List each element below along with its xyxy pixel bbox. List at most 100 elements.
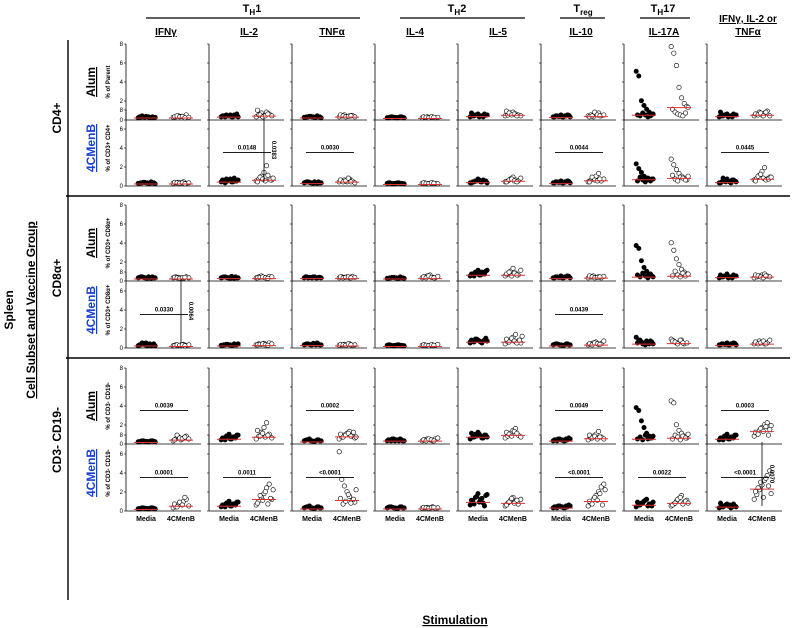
data-point-media [318,342,324,348]
significance-annotation: 0.0001 [140,471,188,478]
significance-annotation: 0.0070 [761,442,774,506]
x-tick-label: 4CMenB [416,516,444,523]
data-point-4cmenb [514,430,520,436]
data-point-4cmenb [685,271,691,277]
data-point-4cmenb [673,422,679,428]
panel: 0 2 4 6 8 [120,108,201,190]
significance-annotation: 0.0330 [140,308,188,315]
group-sub: H [454,8,460,17]
p-value-label: 0.0330 [155,308,174,314]
data-point-media [401,181,407,187]
significance-annotation: 0.0003 [721,404,769,411]
data-point-media [636,73,642,79]
panel [705,271,782,349]
panel [539,109,616,187]
y-tick-label: 2 [120,260,124,266]
panel [705,109,782,187]
significance-annotation: 0.0002 [306,404,354,411]
p-value-label: 0.0445 [736,146,755,152]
y-tick-label: 0 [120,442,124,448]
significance-annotation: <0.0001 [306,471,354,478]
data-point-4cmenb [676,84,682,90]
data-point-4cmenb [343,498,349,504]
panel [207,271,284,349]
data-point-media [318,180,324,186]
data-point-4cmenb [509,433,515,439]
significance-annotation: 0.0039 [140,404,188,411]
data-point-4cmenb [755,431,761,437]
data-point-4cmenb [768,491,774,497]
y-axis-label: % of CD3+ CD8α+ [106,284,112,335]
significance-annotation: 0.0011 [223,471,271,478]
panel [622,43,699,121]
y-tick-label: 8 [120,270,124,276]
data-point-4cmenb [672,268,678,274]
y-tick-label: 4 [120,80,124,86]
data-point-4cmenb [596,428,602,434]
data-point-4cmenb [265,432,271,438]
panel [456,43,533,121]
y-tick-label: 0 [120,509,124,515]
significance-annotation: 0.0383 [263,118,276,182]
data-point-4cmenb [751,496,757,502]
data-point-4cmenb [597,491,603,497]
x-tick-label: 4CMenB [499,516,527,523]
data-point-4cmenb [506,269,512,275]
subset-label: CD8α+ [50,259,64,297]
significance-annotation: <0.0001 [721,471,769,478]
data-point-4cmenb [270,175,276,181]
group-sub: reg [580,8,593,17]
panel: Media 4CMenB [456,434,533,523]
data-point-4cmenb [671,50,677,56]
y-tick-label: 6 [120,127,124,133]
y-axis-label: % of CD3+ CD8α+ [106,217,112,268]
data-point-media [720,175,726,181]
data-point-4cmenb [518,267,524,273]
group-label-th2: TH2 [448,3,467,17]
data-point-media [642,432,648,438]
data-point-4cmenb [514,497,520,503]
data-point-4cmenb [431,275,437,281]
data-point-4cmenb [518,175,524,181]
data-point-4cmenb [763,109,769,115]
panel [622,367,699,445]
data-point-media [636,166,642,172]
data-point-media [733,179,739,185]
data-point-4cmenb [260,497,266,503]
y-tick-label: 8 [120,433,124,439]
data-point-4cmenb [182,494,188,500]
data-point-4cmenb [682,177,688,183]
data-point-media [152,506,158,512]
cytokine-il5: IL-5 [489,27,507,38]
data-point-media [638,98,644,104]
panel [705,204,782,282]
x-tick-label: 4CMenB [250,516,278,523]
x-axis-title: Stimulation [422,613,487,627]
y-axis-label: % of CD3- CD19- [106,449,112,496]
panel [539,43,616,121]
data-point-media [567,275,573,281]
x-tick-label: Media [634,516,654,523]
group-tail: 17 [663,3,675,15]
data-point-4cmenb [348,275,354,281]
cytokine-ifng: IFNγ [155,27,177,38]
data-point-media [650,433,656,439]
data-point-4cmenb [182,434,188,440]
data-point-4cmenb [431,504,437,510]
data-point-4cmenb [752,178,758,184]
data-point-4cmenb [337,495,343,501]
panel [290,109,367,187]
data-point-4cmenb [257,492,263,498]
y-axis-label: % of Parent [106,65,112,98]
panel [290,271,367,349]
header: TH1 TH2 Treg TH17 IFNγ IL-2 TNFα IL-4 IL… [146,3,777,38]
group-sub: H [657,8,663,17]
p-value-label: 0.0383 [270,141,276,160]
data-point-4cmenb [765,432,771,438]
panel [539,271,616,349]
data-point-media [471,501,477,507]
panel [207,109,284,187]
data-point-4cmenb [597,434,603,440]
data-point-media [636,245,642,251]
